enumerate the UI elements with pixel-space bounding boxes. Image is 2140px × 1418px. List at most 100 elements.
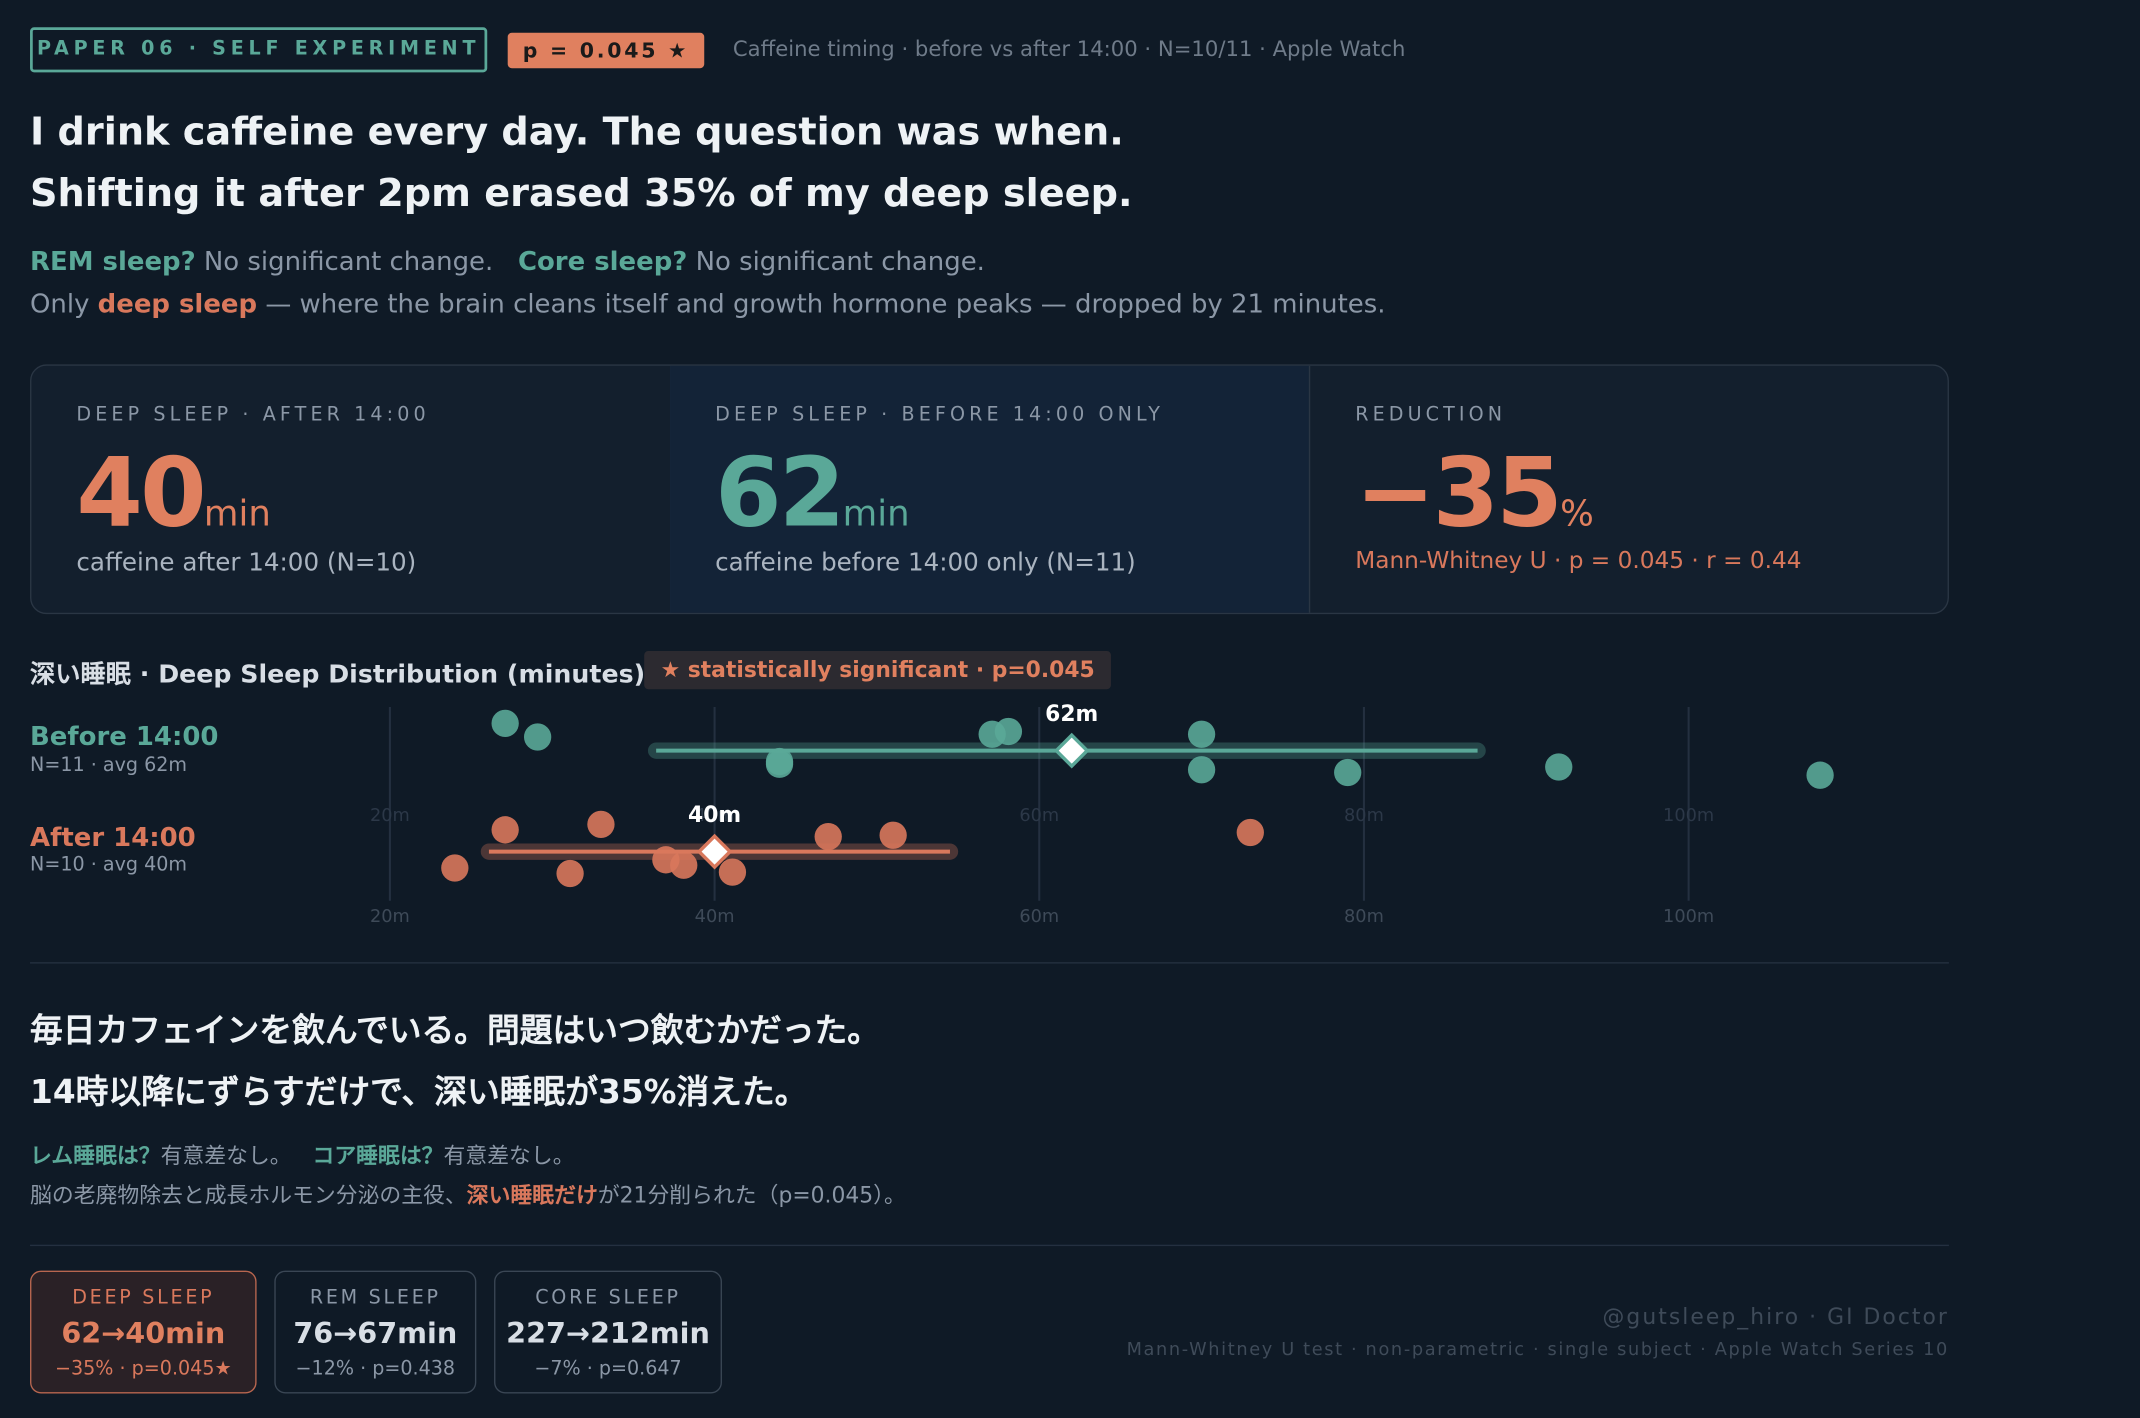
card-value: 76→67min <box>293 1317 458 1350</box>
significance-badge: ★ statistically significant · p=0.045 <box>644 651 1112 690</box>
x-tick-label: 80m <box>1344 907 1384 927</box>
paper-badge: PAPER 06 · SELF EXPERIMENT <box>30 27 488 73</box>
x-tick-label: 100m <box>1663 806 1714 826</box>
row-subtitle: N=10 · avg 40m <box>30 854 188 877</box>
chart-title: 深い睡眠 · Deep Sleep Distribution (minutes) <box>30 660 646 690</box>
metric-card: CORE SLEEP 227→212min −7% · p=0.647 <box>494 1270 722 1394</box>
text: No significant change. <box>687 247 985 278</box>
data-point <box>587 810 615 838</box>
meta: Caffeine timing · before vs after 14:00 … <box>732 36 1406 62</box>
metric-card: REM SLEEP 76→67min −12% · p=0.438 <box>274 1270 477 1394</box>
card-value: 227→212min <box>506 1317 710 1350</box>
stat-note: caffeine after 14:00 (N=10) <box>76 548 417 578</box>
stat-label: DEEP SLEEP · AFTER 14:00 <box>76 403 430 426</box>
p-badge: p = 0.045 ★ <box>507 32 705 69</box>
x-tick-label: 40m <box>695 806 735 826</box>
data-point <box>441 854 469 882</box>
data-point <box>1806 761 1834 789</box>
jp-headline: 14時以降にずらすだけで、深い睡眠が35%消えた。 <box>30 1072 808 1111</box>
divider <box>30 1244 1949 1247</box>
text: No significant change. <box>195 247 494 278</box>
data-point <box>879 821 907 849</box>
stat-label: DEEP SLEEP · BEFORE 14:00 ONLY <box>715 403 1165 426</box>
text: Only <box>30 289 98 320</box>
x-tick-label: 60m <box>1019 907 1059 927</box>
text: 有意差なし。 <box>443 1142 575 1169</box>
stat-value: −35% <box>1355 437 1594 549</box>
card-label: REM SLEEP <box>309 1287 441 1309</box>
data-point <box>765 750 794 778</box>
number: 40 <box>76 436 206 549</box>
card-note: −35% · p=0.045★ <box>54 1357 232 1380</box>
stat-cell: DEEP SLEEP · AFTER 14:00 40min caffeine … <box>31 365 672 613</box>
label: 深い睡眠だけ <box>466 1181 598 1208</box>
stat-value: 62min <box>715 437 909 549</box>
stat-value: 40min <box>76 437 270 549</box>
label: コア睡眠は？ <box>312 1142 444 1169</box>
x-tick-label: 80m <box>1344 806 1384 826</box>
text: 有意差なし。 <box>160 1142 292 1169</box>
label: レム睡眠は？ <box>30 1142 161 1169</box>
row-label: Before 14:00 <box>30 721 219 753</box>
data-point <box>491 816 519 844</box>
headline: I drink caffeine every day. The question… <box>30 109 1124 155</box>
data-point <box>491 709 519 737</box>
x-tick-label: 20m <box>370 806 410 826</box>
stat-cell: REDUCTION −35% Mann-Whitney U · p = 0.04… <box>1310 366 1947 613</box>
text: が21分削られた（p=0.045）。 <box>597 1181 906 1208</box>
metric-card: DEEP SLEEP 62→40min −35% · p=0.045★ <box>30 1270 257 1394</box>
stat-label: REDUCTION <box>1355 403 1507 426</box>
card-note: −12% · p=0.438 <box>295 1357 456 1380</box>
number: 62 <box>715 436 845 549</box>
unit: min <box>842 494 910 536</box>
data-point <box>523 723 552 751</box>
stat-note: Mann-Whitney U · p = 0.045 · r = 0.44 <box>1355 547 1802 575</box>
data-point <box>718 858 747 886</box>
card-note: −7% · p=0.647 <box>534 1357 682 1380</box>
row-subtitle: N=11 · avg 62m <box>30 754 188 777</box>
jp-headline: 毎日カフェインを飲んでいる。問題はいつ飲むかだった。 <box>30 1011 881 1050</box>
stat-cell: DEEP SLEEP · BEFORE 14:00 ONLY 62min caf… <box>670 365 1311 613</box>
data-point <box>814 822 842 851</box>
mean-marker <box>1053 732 1090 769</box>
data-point <box>1236 818 1264 847</box>
x-tick-label: 40m <box>695 907 735 927</box>
mean-label: 62m <box>1045 702 1098 727</box>
row-label: After 14:00 <box>30 822 196 853</box>
number: −35 <box>1355 436 1563 549</box>
x-tick-label: 60m <box>1019 806 1059 826</box>
stat-note: caffeine before 14:00 only (N=11) <box>715 548 1136 578</box>
mean-marker <box>696 833 733 870</box>
x-tick-label: 20m <box>370 907 410 927</box>
jp-summary: 脳の老廃物除去と成長ホルモン分泌の主役、深い睡眠だけが21分削られた（p=0.0… <box>30 1176 906 1209</box>
card-value: 62→40min <box>61 1317 226 1350</box>
data-point <box>1334 758 1362 787</box>
data-point <box>994 717 1023 746</box>
text: 脳の老廃物除去と成長ホルモン分泌の主役、 <box>30 1181 467 1208</box>
summary: Only deep sleep — where the brain cleans… <box>30 289 1385 319</box>
footer-handle: @gutsleep_hiro · GI Doctor <box>1602 1303 1949 1330</box>
label: Core sleep? <box>517 247 688 278</box>
card-label: DEEP SLEEP <box>72 1287 215 1309</box>
data-point <box>670 851 698 879</box>
footer-method: Mann-Whitney U test · non-parametric · s… <box>1126 1340 1949 1361</box>
divider <box>30 962 1949 964</box>
jp-summary: レム睡眠は？有意差なし。 コア睡眠は？有意差なし。 <box>30 1137 575 1170</box>
card-label: CORE SLEEP <box>535 1287 681 1309</box>
unit: % <box>1560 494 1594 536</box>
label: REM sleep? <box>30 247 196 278</box>
unit: min <box>203 494 271 536</box>
x-tick-label: 100m <box>1663 907 1714 927</box>
text: — where the brain cleans itself and grow… <box>257 289 1386 320</box>
data-point <box>1187 720 1216 748</box>
data-point <box>556 859 584 888</box>
data-point <box>1187 756 1216 784</box>
mean-label: 40m <box>688 803 741 828</box>
summary: REM sleep? No significant change. Core s… <box>30 247 985 277</box>
label: deep sleep <box>97 289 258 320</box>
stats-panel: DEEP SLEEP · AFTER 14:00 40min caffeine … <box>30 364 1949 615</box>
data-point <box>1545 753 1573 781</box>
